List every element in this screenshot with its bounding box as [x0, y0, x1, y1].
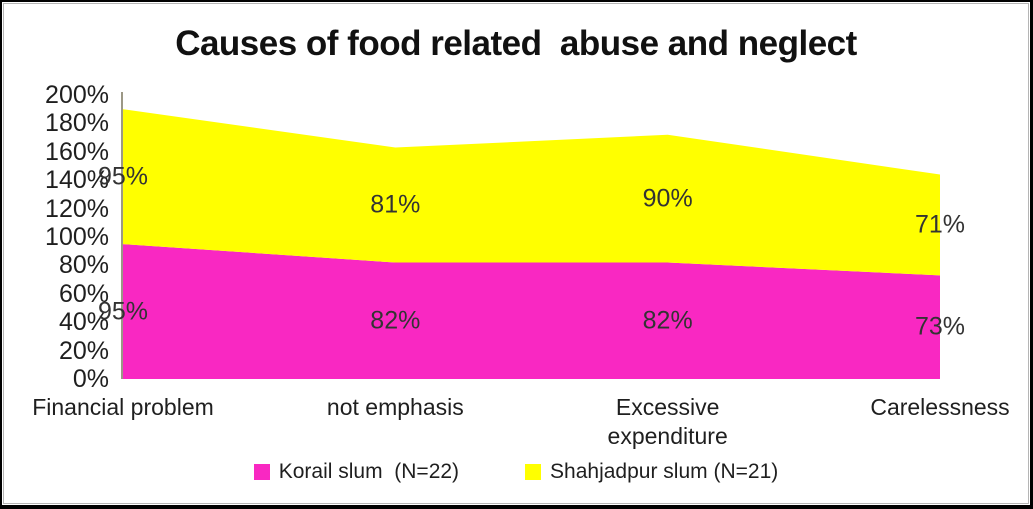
area-series-1 [123, 109, 940, 276]
legend-item-shahjadpur: Shahjadpur slum (N=21) [525, 460, 778, 484]
data-label-series1-pt1: 81% [370, 190, 421, 219]
data-label-series1-pt0: 95% [97, 162, 149, 191]
legend-item-korail: Korail slum (N=22) [253, 460, 460, 484]
data-label-series0-pt3: 73% [914, 312, 966, 341]
data-label-series1-pt3: 71% [914, 210, 966, 239]
y-tick-label-60: 60% [58, 279, 109, 308]
y-tick-label-20: 20% [58, 336, 109, 365]
area-series-0 [123, 244, 940, 379]
legend: Korail slum (N=22) Shahjadpur slum (N=21… [2, 460, 1030, 484]
y-tick-label-120: 120% [45, 194, 109, 223]
chart-title: Causes of food related abuse and neglect [175, 24, 857, 63]
x-category-label-0: Financial problem [32, 394, 214, 420]
x-category-label-1: not emphasis [326, 394, 464, 420]
y-tick-label-160: 160% [45, 137, 109, 166]
y-axis-line [121, 92, 123, 379]
y-tick-label-80: 80% [58, 251, 109, 280]
y-tick-label-0: 0% [72, 365, 109, 393]
legend-swatch-korail [253, 464, 270, 480]
data-label-series0-pt0: 95% [97, 297, 149, 326]
y-tick-label-100: 100% [45, 223, 109, 251]
legend-swatch-shahjadpur [525, 464, 542, 480]
y-tick-label-180: 180% [45, 109, 109, 138]
y-tick-label-40: 40% [58, 308, 109, 337]
y-tick-label-200: 200% [45, 81, 109, 109]
data-label-series0-pt1: 82% [370, 306, 421, 335]
x-category-label-2: Excessive expenditure [607, 394, 728, 449]
data-label-series0-pt2: 82% [642, 306, 693, 335]
legend-label-korail: Korail slum (N=22) [278, 460, 460, 483]
x-category-label-3: Carelessness [870, 394, 1010, 420]
data-label-series1-pt2: 90% [642, 184, 693, 213]
legend-label-shahjadpur: Shahjadpur slum (N=21) [550, 460, 779, 483]
y-tick-label-140: 140% [45, 166, 109, 195]
